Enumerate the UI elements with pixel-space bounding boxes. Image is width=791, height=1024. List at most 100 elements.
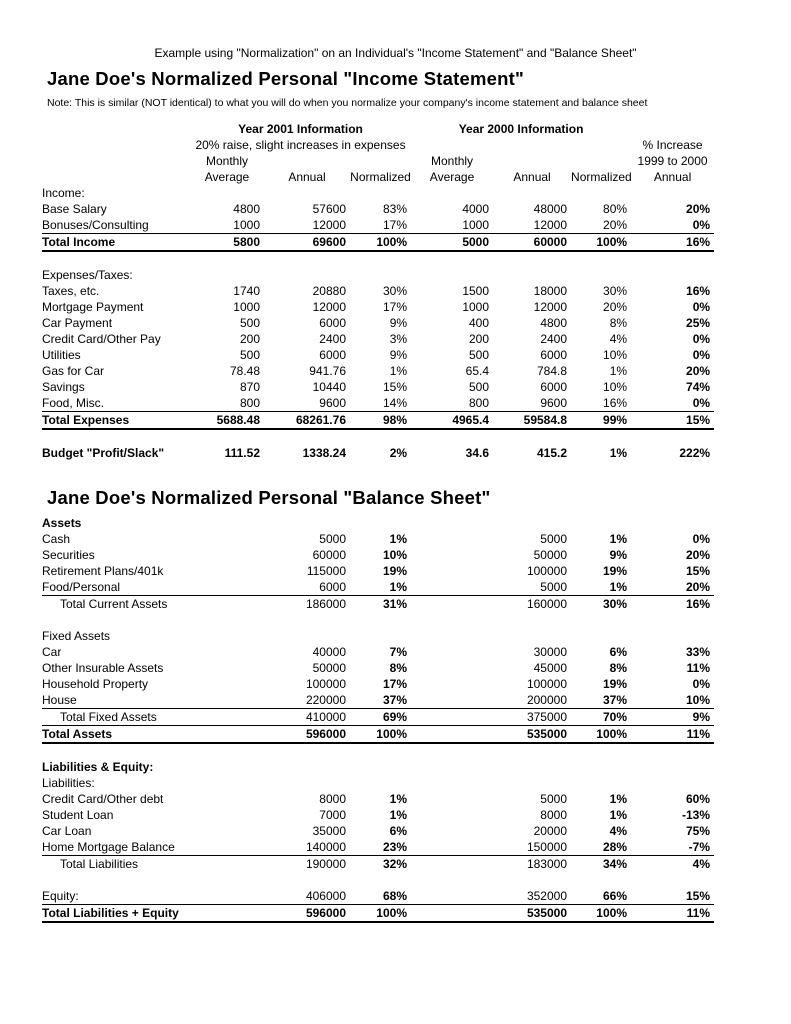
table-row: Total Expenses 5688.48 68261.76 98% 4965.4 59…: [42, 411, 715, 430]
cell-value: 6%: [609, 645, 627, 659]
cell-value: 12000: [312, 218, 346, 232]
row-label: Retirement Plans/401k: [42, 564, 164, 578]
cell-value: 500: [239, 348, 260, 362]
cell-value: 10%: [603, 380, 628, 394]
table-row: Assets: [42, 515, 714, 531]
cell-value: [493, 612, 571, 628]
row-label: Food, Misc.: [42, 396, 105, 410]
cell-value: 78.48: [229, 364, 260, 378]
cell-value: [350, 267, 411, 283]
cell-value: 48000: [533, 202, 568, 216]
cell-value: 100%: [571, 725, 631, 744]
year-2001-header: Year 2001 Information: [238, 122, 363, 136]
cell-value: [190, 791, 264, 807]
row-label: Liabilities & Equity:: [42, 760, 154, 774]
cell-value: 33%: [685, 645, 710, 659]
cell-value: [411, 531, 493, 547]
year-2001-subtitle: 20% raise, slight increases in expenses: [195, 138, 406, 152]
cell-value: 100%: [350, 904, 411, 923]
cell-value: 10%: [382, 548, 407, 562]
cell-value: [411, 872, 493, 888]
cell-value: 37%: [350, 692, 411, 709]
table-row: Gas for Car 78.48 941.76 1% 65.4 784.8 1% 20%: [42, 363, 714, 379]
row-label: Credit Card/Other debt: [42, 792, 164, 806]
cell-value: 9600: [319, 396, 346, 410]
row-label: [42, 429, 190, 445]
cell-value: [631, 628, 714, 644]
cell-value: 9600: [540, 396, 568, 410]
cell-value: 800: [239, 396, 260, 410]
cell-value: [493, 515, 571, 531]
cell-value: [411, 904, 493, 923]
spacer-row: [42, 872, 714, 888]
row-label: Savings: [42, 380, 85, 394]
income-statement-note: Note: This is similar (NOT identical) to…: [47, 97, 648, 109]
cell-value: [571, 267, 631, 283]
row-label: Home Mortgage Balance: [42, 839, 190, 856]
cell-value: 8%: [609, 316, 628, 330]
table-row: Base Salary 4800 57600 83% 4000 48000 80% 20%: [42, 201, 714, 217]
cell-value: 1338.24: [302, 446, 346, 460]
row-label: Total Liabilities: [60, 857, 139, 871]
cell-value: 0%: [692, 300, 711, 314]
row-label: Total Expenses: [42, 411, 190, 430]
cell-value: 1500: [462, 284, 490, 298]
cell-value: [264, 429, 350, 445]
row-label: [42, 612, 190, 628]
cell-value: 535000: [493, 904, 571, 923]
cell-value: [350, 429, 411, 445]
cell-value: [350, 515, 411, 531]
cell-value: 0%: [692, 348, 711, 362]
cell-value: 1%: [609, 364, 628, 378]
cell-value: 12000: [312, 300, 346, 314]
cell-value: [190, 185, 264, 201]
cell-value: 222%: [679, 446, 711, 460]
cell-value: 200: [239, 332, 260, 346]
cell-value: [411, 628, 493, 644]
cell-value: 30%: [603, 284, 628, 298]
cell-value: [190, 547, 264, 563]
cell-value: [571, 775, 631, 791]
cell-value: [411, 888, 493, 905]
cell-value: 60%: [685, 792, 710, 806]
cell-value: 16%: [631, 233, 715, 252]
cell-value: 12000: [533, 218, 568, 232]
balance-sheet-table: Assets Cash 5000 1% 5000 1% 0% Securities 60000 1…: [42, 515, 714, 923]
cell-value: [264, 267, 350, 283]
row-label: Household Property: [42, 677, 149, 691]
cell-value: 1000: [462, 218, 490, 232]
cell-value: [571, 185, 631, 201]
table-row: Total Assets 596000 100% 535000 100% 11%: [42, 725, 714, 744]
cell-value: 1000: [233, 218, 260, 232]
cell-value: 4%: [609, 332, 628, 346]
cell-value: 6000: [319, 316, 346, 330]
cell-value: [571, 429, 631, 445]
cell-value: 1%: [389, 364, 408, 378]
spacer-row: [42, 429, 714, 445]
cell-value: 34.6: [465, 446, 490, 460]
row-label: Assets: [42, 516, 82, 530]
cell-value: 11%: [686, 661, 710, 675]
pct-increase-header-line2: 1999 to 2000: [637, 154, 708, 168]
cell-value: [571, 872, 631, 888]
cell-value: 10440: [312, 380, 346, 394]
cell-value: 375000: [493, 708, 571, 726]
cell-value: [411, 692, 493, 709]
cell-value: 500: [469, 380, 490, 394]
row-label: Expenses/Taxes:: [42, 268, 133, 282]
cell-value: 100%: [571, 233, 632, 252]
cell-value: 50000: [533, 548, 567, 562]
cell-value: 98%: [350, 411, 412, 430]
cell-value: [411, 515, 493, 531]
cell-value: 80%: [603, 202, 628, 216]
cell-value: 15%: [383, 380, 408, 394]
cell-value: 9%: [389, 348, 408, 362]
cell-value: [350, 775, 411, 791]
cell-value: [631, 429, 714, 445]
cell-value: 75%: [685, 824, 710, 838]
cell-value: [190, 692, 264, 709]
cell-value: 784.8: [537, 364, 568, 378]
table-row: Cash 5000 1% 5000 1% 0%: [42, 531, 714, 547]
cell-value: [411, 839, 493, 856]
